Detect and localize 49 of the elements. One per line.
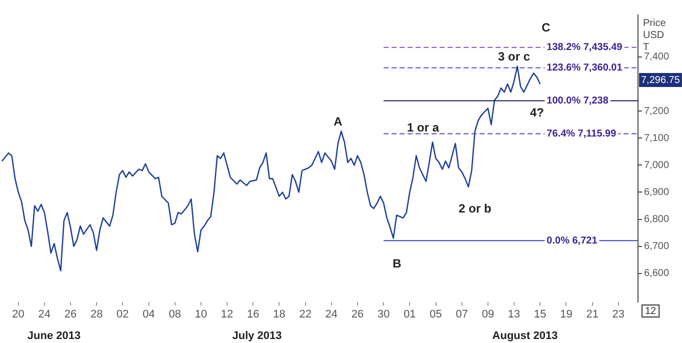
x-tick-label: 26 xyxy=(64,308,77,320)
annotation: A xyxy=(334,114,343,128)
x-tick-label: 01 xyxy=(404,308,416,320)
x-tick-label: 07 xyxy=(456,308,468,320)
annotation: 1 or a xyxy=(406,120,440,134)
x-tick-label: 19 xyxy=(560,308,572,320)
x-tick-label: 23 xyxy=(612,308,625,320)
x-tick-label: 05 xyxy=(430,308,442,320)
x-tick-label: 18 xyxy=(273,308,286,320)
x-tick-label: 16 xyxy=(247,308,260,320)
y-tick-label: 7,400 xyxy=(644,52,670,63)
x-tick-label: 30 xyxy=(377,308,390,320)
annotation: B xyxy=(392,256,402,270)
y-tick-label: 7,100 xyxy=(644,132,670,144)
x-tick-label: 15 xyxy=(534,308,546,320)
x-tick-label: 02 xyxy=(116,308,129,320)
x-tick-label: 24 xyxy=(38,308,51,320)
x-tick-label: 28 xyxy=(90,308,103,320)
annotation: C xyxy=(542,20,551,34)
ref-line-label: 123.6% 7,360.01 xyxy=(546,62,623,74)
x-tick-label: 08 xyxy=(168,308,181,320)
text: August 2013 xyxy=(492,330,558,342)
annotation: 4? xyxy=(530,105,544,120)
x-tick-label: 10 xyxy=(194,308,208,320)
annotation: 3 or c xyxy=(498,49,530,64)
y-tick-label: 7,200 xyxy=(644,106,670,117)
y-tick-label: 6,700 xyxy=(644,241,670,252)
text: June 2013 xyxy=(27,330,81,342)
x-tick-label: 22 xyxy=(299,308,312,320)
ref-line-label: 76.4% 7,115.99 xyxy=(546,128,617,140)
x-tick-label: 21 xyxy=(586,308,598,320)
text: July 2013 xyxy=(232,330,282,342)
x-tick-label: 20 xyxy=(12,308,24,320)
x-tick-label: 13 xyxy=(508,308,520,320)
y-tick-label: 6,900 xyxy=(644,186,670,198)
y-tick-label: 6,800 xyxy=(644,214,670,226)
ref-line-label: 0.0% 6,721 xyxy=(546,235,598,246)
x-tick-label: 04 xyxy=(142,308,155,320)
ref-line-label: 138.2% 7,435.49 xyxy=(546,42,623,54)
y-tick-label: 6,600 xyxy=(644,268,670,280)
ref-line-label: 100.0% 7,238 xyxy=(546,96,609,107)
x-tick-label: 26 xyxy=(351,308,364,320)
y-tick-label: 7,000 xyxy=(644,160,670,171)
x-tick-label: 09 xyxy=(482,308,494,320)
x-tick-label: 12 xyxy=(220,308,234,320)
x-tick-label: 24 xyxy=(325,308,338,320)
y-axis-title: Price USD T xyxy=(643,18,666,53)
annotation: 2 or b xyxy=(458,201,492,216)
text: 7,296.75 xyxy=(641,74,680,86)
